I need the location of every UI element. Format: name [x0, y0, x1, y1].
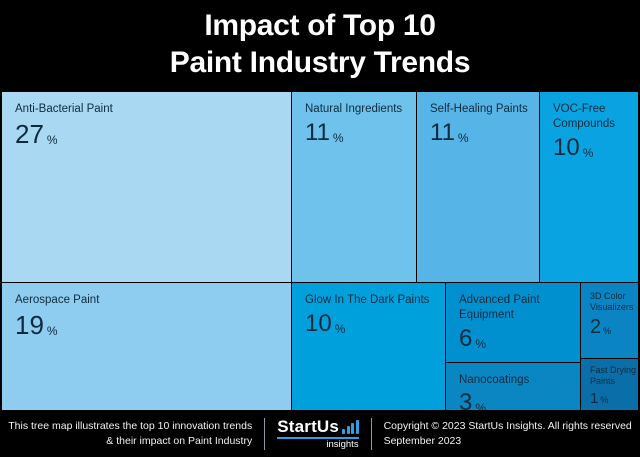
cell-value: 27%: [15, 118, 58, 149]
cell-value: 10%: [553, 133, 594, 161]
cell-label: Fast Drying Paints: [590, 365, 637, 387]
logo-brand-name: StartUs: [277, 416, 340, 436]
cell-label: Anti-Bacterial Paint: [15, 103, 113, 115]
treemap-cell-self-healing-paints: Self-Healing Paints 11%: [417, 92, 539, 282]
cell-value: 11%: [430, 118, 469, 146]
logo-wordmark: StartUs: [277, 416, 359, 436]
cell-label: Nanocoatings: [459, 374, 530, 386]
cell-label: Natural Ingredients: [305, 103, 403, 115]
logo-underline: [277, 436, 359, 439]
footer-copyright-line1: Copyright © 2023 StartUs Insights. All r…: [383, 419, 632, 432]
cell-value: 6%: [459, 324, 487, 352]
cell-label: Advanced Paint Equipment: [459, 294, 540, 321]
treemap-cell-voc-free-compounds: VOC-Free Compounds 10%: [540, 92, 638, 282]
footer-copyright-line2: September 2023: [383, 434, 462, 447]
treemap-cell-anti-bacterial-paint: Anti-Bacterial Paint 27%: [2, 92, 291, 282]
startus-insights-logo: StartUs insights: [277, 416, 359, 450]
header: Impact of Top 10 Paint Industry Trends: [0, 0, 640, 90]
cell-label: Aerospace Paint: [15, 294, 100, 306]
footer-caption-line1: This tree map illustrates the top 10 inn…: [8, 419, 253, 432]
footer-divider-right: [370, 417, 372, 450]
cell-label: Glow In The Dark Paints: [305, 294, 430, 306]
cell-label: VOC-Free Compounds: [553, 103, 616, 130]
cell-value: 19%: [15, 309, 58, 340]
treemap-cell-3d-color-visualizers: 3D Color Visualizers 2%: [581, 283, 638, 358]
cell-value: 3%: [459, 388, 487, 416]
footer-divider-left: [264, 417, 266, 450]
page-title-line1: Impact of Top 10: [204, 9, 436, 43]
cell-value: 1%: [590, 389, 609, 407]
footer-caption-line2: & their impact on Paint Industry: [106, 434, 253, 447]
cell-label: 3D Color Visualizers: [590, 291, 634, 313]
bar-chart-icon: [342, 419, 359, 435]
treemap-cell-natural-ingredients: Natural Ingredients 11%: [292, 92, 416, 282]
cell-label: Self-Healing Paints: [430, 103, 528, 115]
page-title-line2: Paint Industry Trends: [169, 46, 471, 79]
footer-caption: This tree map illustrates the top 10 inn…: [8, 419, 252, 448]
footer-copyright: Copyright © 2023 StartUs Insights. All r…: [384, 419, 632, 448]
cell-value: 2%: [590, 315, 612, 338]
footer: This tree map illustrates the top 10 inn…: [0, 410, 640, 457]
cell-value: 11%: [305, 118, 344, 146]
treemap-chart: Anti-Bacterial Paint 27% Natural Ingredi…: [0, 90, 640, 457]
treemap-cell-advanced-paint-equipment: Advanced Paint Equipment 6%: [446, 283, 580, 362]
logo-brand-sub: insights: [326, 438, 359, 450]
cell-value: 10%: [305, 309, 346, 337]
